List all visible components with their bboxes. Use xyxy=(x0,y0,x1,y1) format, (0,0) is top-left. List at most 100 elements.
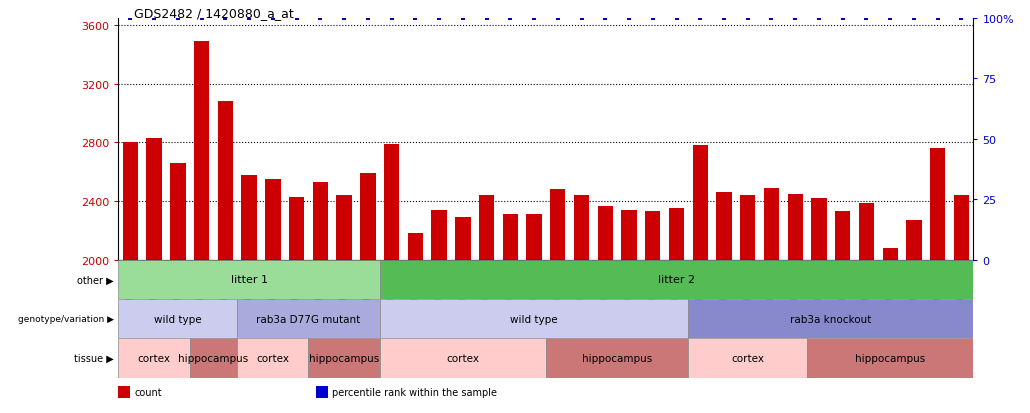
Point xyxy=(905,15,922,22)
Text: GDS2482 / 1420880_a_at: GDS2482 / 1420880_a_at xyxy=(134,7,294,20)
Bar xyxy=(380,339,546,378)
Bar xyxy=(597,206,613,260)
Text: percentile rank within the sample: percentile rank within the sample xyxy=(333,387,497,397)
Bar xyxy=(237,339,308,378)
Bar xyxy=(906,221,922,260)
Bar xyxy=(574,196,589,260)
Bar xyxy=(550,190,565,260)
Text: wild type: wild type xyxy=(510,314,558,324)
Bar xyxy=(123,143,138,260)
Text: tissue ▶: tissue ▶ xyxy=(74,353,114,363)
Bar xyxy=(716,193,731,260)
Bar xyxy=(788,194,803,260)
Text: hippocampus: hippocampus xyxy=(178,353,248,363)
Bar xyxy=(455,218,471,260)
Point xyxy=(478,15,494,22)
Bar xyxy=(118,339,190,378)
Text: count: count xyxy=(135,387,163,397)
Bar xyxy=(835,212,851,260)
Bar xyxy=(692,146,708,260)
Text: rab3a knockout: rab3a knockout xyxy=(790,314,871,324)
Point xyxy=(668,15,685,22)
Bar xyxy=(118,299,237,339)
Point xyxy=(692,15,709,22)
Text: other ▶: other ▶ xyxy=(77,275,114,285)
Point xyxy=(550,15,566,22)
Bar xyxy=(479,196,494,260)
Text: hippocampus: hippocampus xyxy=(582,353,652,363)
Bar xyxy=(241,175,256,260)
Bar xyxy=(146,139,162,260)
Point xyxy=(858,15,874,22)
Bar xyxy=(308,339,380,378)
Point xyxy=(359,15,376,22)
Point xyxy=(621,15,638,22)
Text: litter 2: litter 2 xyxy=(658,275,695,285)
Point xyxy=(312,15,329,22)
Bar xyxy=(237,299,380,339)
Point xyxy=(763,15,780,22)
Point xyxy=(787,15,803,22)
Bar xyxy=(432,210,447,260)
Bar xyxy=(808,339,973,378)
Bar xyxy=(688,299,973,339)
Text: cortex: cortex xyxy=(138,353,171,363)
Point xyxy=(123,15,139,22)
Text: hippocampus: hippocampus xyxy=(855,353,925,363)
Point xyxy=(502,15,518,22)
Bar xyxy=(812,199,827,260)
Bar xyxy=(546,339,688,378)
Bar xyxy=(360,174,376,260)
Point xyxy=(882,15,898,22)
Bar xyxy=(954,196,969,260)
Point xyxy=(716,15,732,22)
Bar xyxy=(194,42,209,260)
Bar xyxy=(265,180,280,260)
Point xyxy=(811,15,827,22)
Bar xyxy=(118,260,380,299)
Bar xyxy=(740,196,755,260)
Point xyxy=(336,15,352,22)
Bar xyxy=(503,215,518,260)
Bar xyxy=(288,197,304,260)
Text: litter 1: litter 1 xyxy=(231,275,268,285)
Text: rab3a D77G mutant: rab3a D77G mutant xyxy=(256,314,360,324)
Point xyxy=(170,15,186,22)
Point xyxy=(597,15,614,22)
Point xyxy=(407,15,423,22)
Bar xyxy=(645,212,660,260)
Text: cortex: cortex xyxy=(446,353,479,363)
Bar xyxy=(118,386,130,398)
Point xyxy=(146,15,163,22)
Point xyxy=(929,15,946,22)
Text: cortex: cortex xyxy=(256,353,289,363)
Bar xyxy=(688,339,808,378)
Bar xyxy=(384,145,400,260)
Point xyxy=(383,15,400,22)
Bar xyxy=(621,210,637,260)
Bar xyxy=(526,215,542,260)
Bar xyxy=(764,188,780,260)
Text: cortex: cortex xyxy=(731,353,764,363)
Bar xyxy=(380,299,688,339)
Text: genotype/variation ▶: genotype/variation ▶ xyxy=(19,315,114,323)
Point xyxy=(740,15,756,22)
Bar xyxy=(337,196,352,260)
Bar xyxy=(930,149,946,260)
Bar xyxy=(408,234,423,260)
Text: hippocampus: hippocampus xyxy=(309,353,379,363)
Point xyxy=(645,15,661,22)
Point xyxy=(194,15,210,22)
Point xyxy=(217,15,234,22)
Point xyxy=(454,15,471,22)
Point xyxy=(525,15,542,22)
Point xyxy=(241,15,258,22)
Bar xyxy=(668,209,684,260)
Bar xyxy=(859,203,874,260)
Point xyxy=(431,15,447,22)
Bar xyxy=(380,260,973,299)
Bar xyxy=(316,386,328,398)
Bar xyxy=(217,102,233,260)
Bar xyxy=(312,183,328,260)
Bar xyxy=(190,339,237,378)
